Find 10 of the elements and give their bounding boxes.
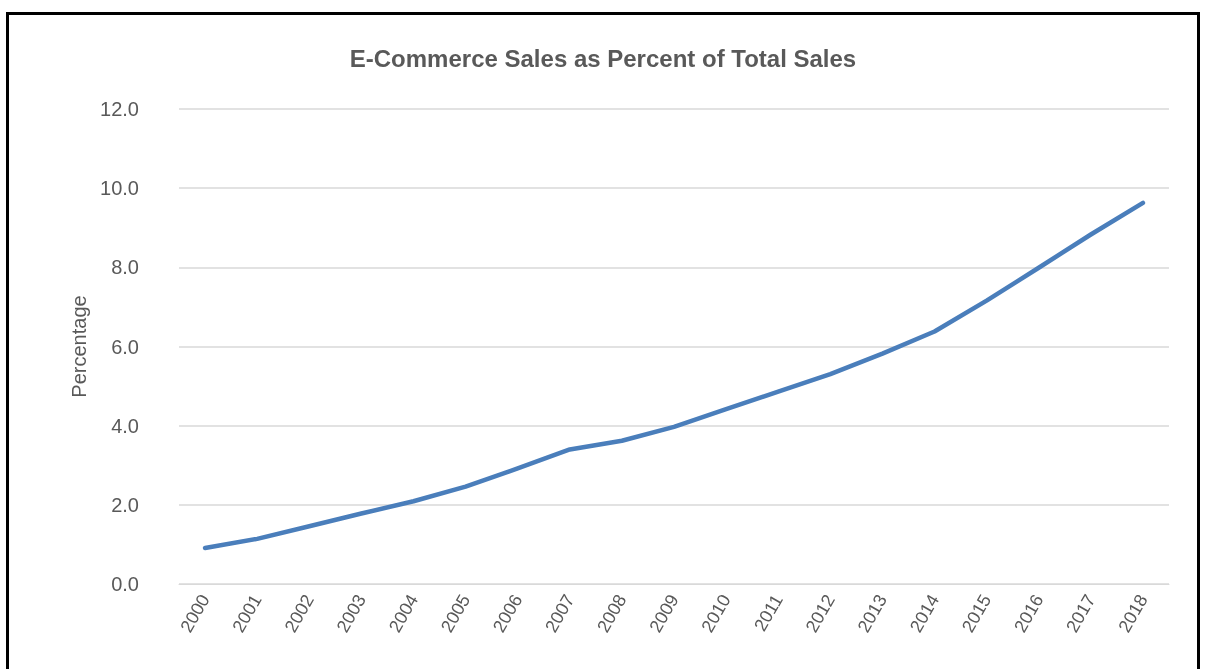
y-tick-label: 4.0 xyxy=(111,414,139,437)
line-series xyxy=(202,200,1146,551)
y-tick-label: 2.0 xyxy=(111,493,139,516)
y-axis-title: Percentage xyxy=(68,295,91,398)
y-tick-label: 12.0 xyxy=(100,98,139,120)
y-tick-label: 8.0 xyxy=(111,256,139,279)
y-tick-label: 6.0 xyxy=(111,335,139,358)
y-tick-label: 0.0 xyxy=(111,573,139,595)
chart-title: E-Commerce Sales as Percent of Total Sales xyxy=(349,44,857,72)
y-tick-label: 10.0 xyxy=(100,177,139,200)
